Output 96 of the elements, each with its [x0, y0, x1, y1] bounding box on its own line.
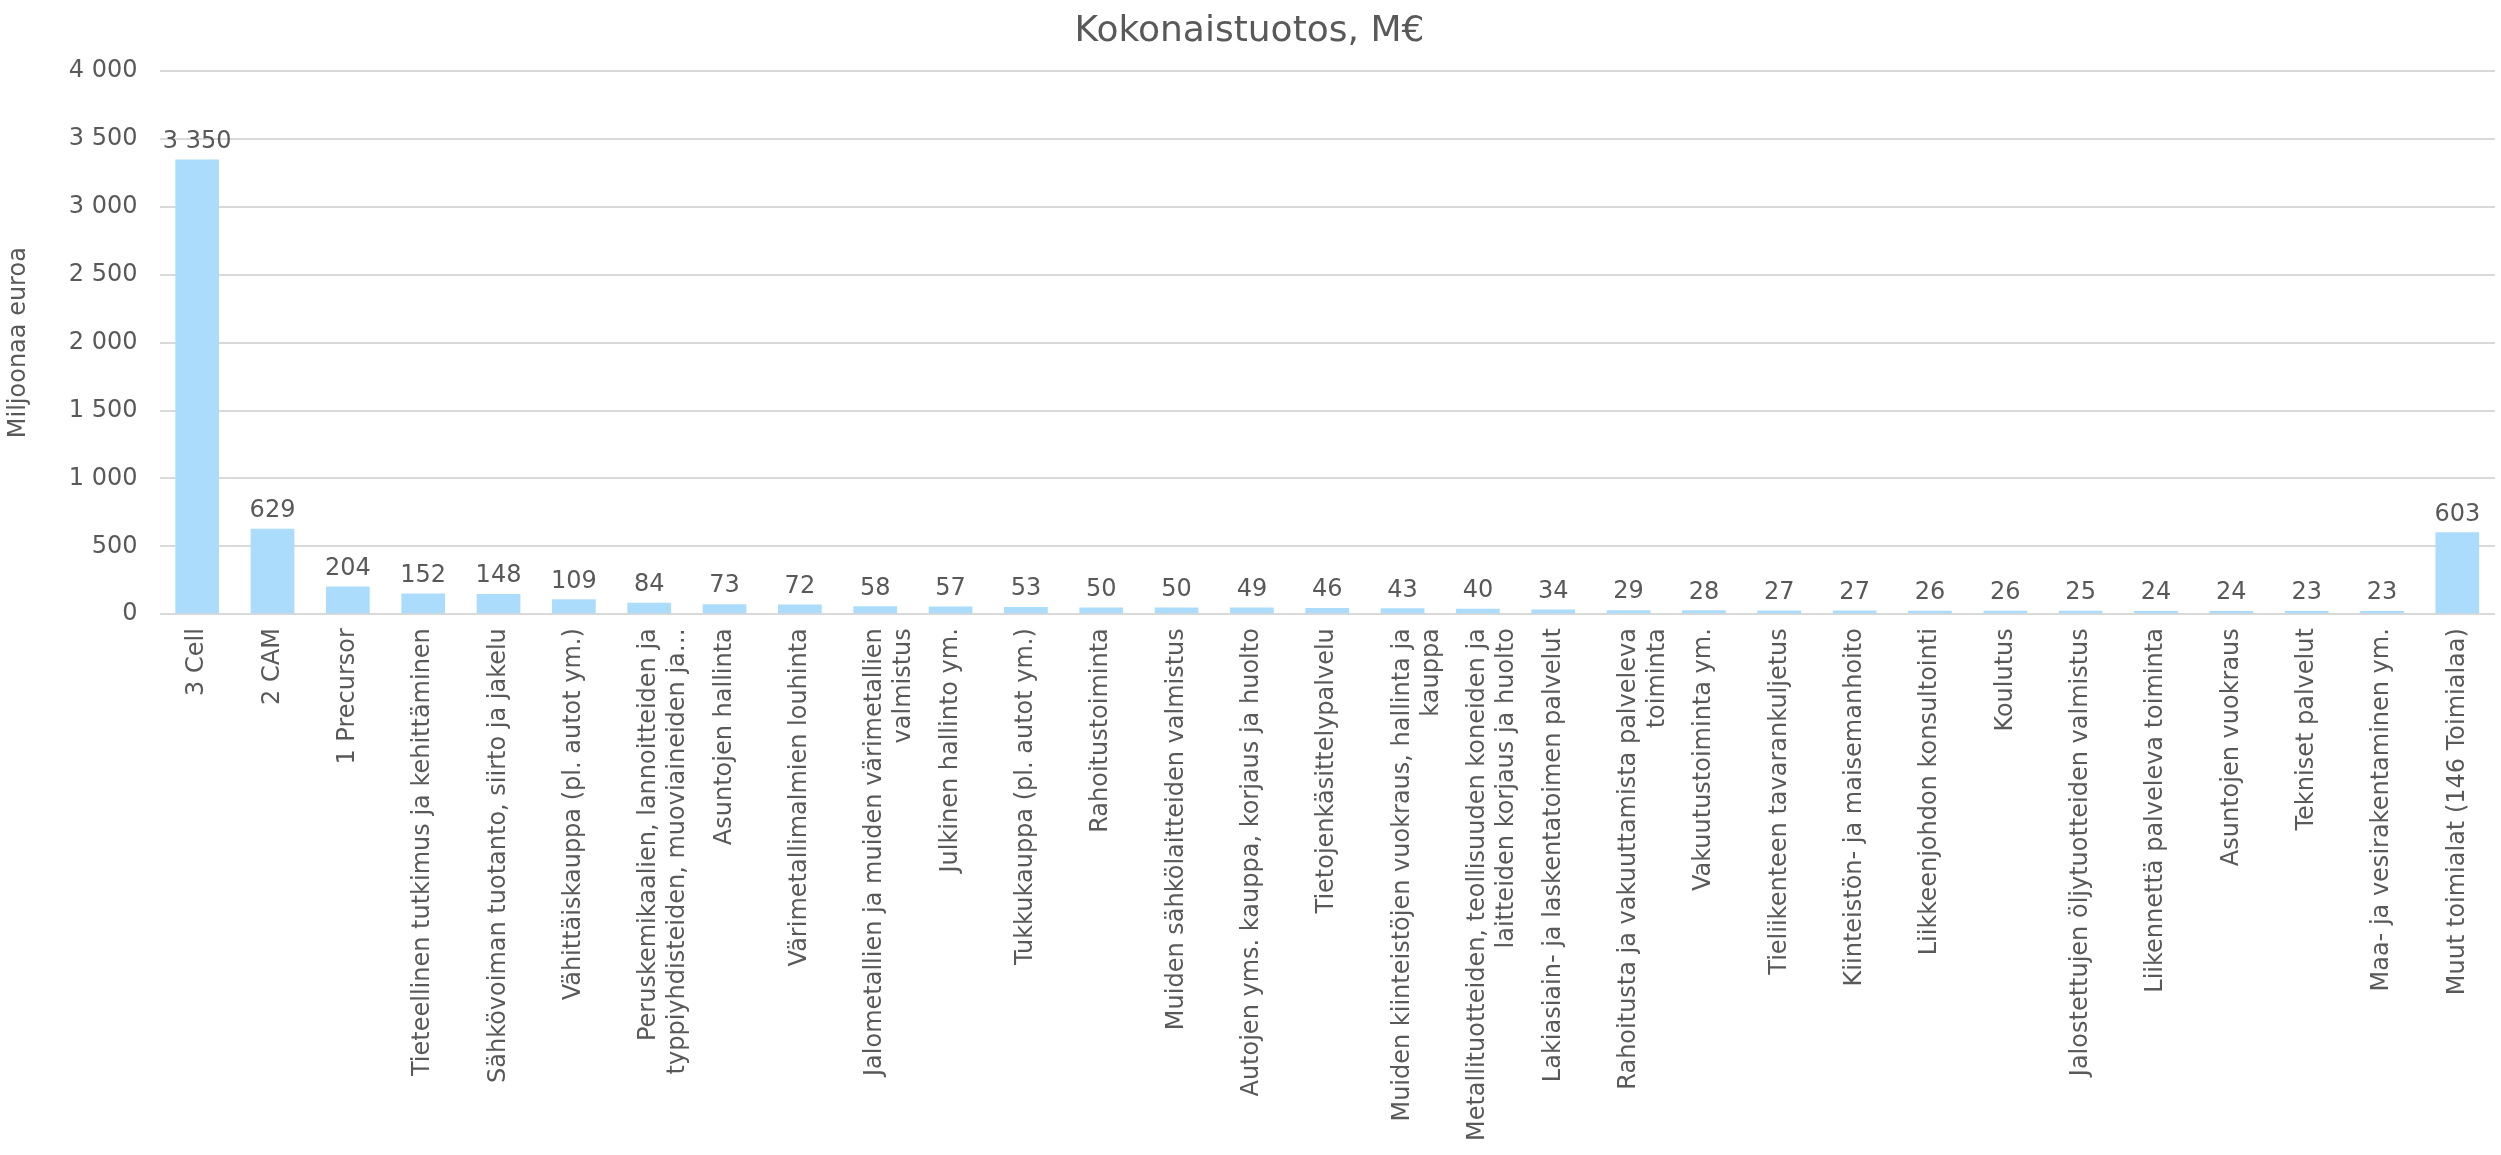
bar [1757, 610, 1802, 614]
x-tick-label: Vähittäiskauppa (pl. autot ym.) [558, 628, 587, 1001]
bar [1004, 606, 1048, 614]
data-label: 152 [400, 559, 447, 588]
data-label: 49 [1236, 573, 1268, 602]
data-label: 50 [1161, 573, 1192, 602]
data-label: 43 [1387, 574, 1418, 603]
x-tick-label: 3 Cell [181, 628, 210, 696]
data-label: 58 [859, 572, 891, 601]
x-tick-label: Peruskemikaalien, lannoitteiden ja typpiyhdisteiden, muoviaineiden ja… [633, 628, 691, 1075]
y-tick-label: 500 [91, 530, 138, 559]
bar [853, 606, 898, 614]
bar [1682, 610, 1726, 614]
data-label: 27 [1764, 576, 1795, 605]
x-tick-label: Tekniset palvelut [2290, 628, 2319, 832]
data-label: 40 [1462, 574, 1494, 603]
bar [476, 594, 521, 614]
x-tick-label: Tukkukauppa (pl. autot ym.) [1010, 628, 1039, 967]
data-label: 25 [2065, 577, 2096, 605]
x-tick-label: Liikkeenjohdon konsultointi [1914, 628, 1943, 956]
x-tick-label: Autojen yms. kauppa, korjaus ja huolto [1236, 628, 1265, 1097]
data-label: 26 [1990, 576, 2021, 605]
bar [175, 159, 220, 614]
data-label: 53 [1010, 573, 1042, 602]
bar [250, 528, 295, 614]
x-tick-label: Rahoitustoiminta [1085, 628, 1114, 833]
bar [702, 604, 747, 614]
data-label: 603 [2434, 498, 2481, 527]
data-label: 629 [249, 495, 296, 524]
data-label: 29 [1613, 576, 1644, 605]
data-label: 50 [1085, 573, 1117, 602]
y-tick-label: 2 500 [68, 259, 138, 288]
data-label: 204 [324, 552, 371, 581]
x-tick-label: Tieliikenteen tavarankuljetus [1763, 628, 1792, 976]
x-tick-label: Liikennettä palveleva toiminta [2140, 628, 2169, 993]
bar [1079, 607, 1124, 614]
data-label: 73 [709, 570, 740, 599]
x-tick-label: Maa- ja vesirakentaminen ym. [2366, 628, 2395, 992]
bar [778, 604, 822, 614]
data-label: 57 [935, 572, 966, 601]
bar [401, 593, 446, 614]
data-label: 3 350 [162, 125, 232, 154]
data-label: 109 [550, 565, 597, 594]
data-label: 46 [1311, 574, 1343, 603]
bar [552, 599, 596, 614]
bar [1154, 607, 1199, 614]
x-tick-label: Koulutus [1989, 628, 2018, 732]
bar [1380, 608, 1425, 614]
x-tick-label: Vakuutustoiminta ym. [1688, 628, 1717, 892]
y-tick-label: 3 000 [68, 191, 138, 220]
bar [2284, 611, 2329, 614]
x-tick-label: Asuntojen vuokraus [2215, 628, 2244, 867]
bar [2360, 611, 2404, 614]
y-tick-label: 0 [122, 598, 138, 627]
y-tick-label: 1 000 [68, 462, 138, 491]
x-tick-label: Värimetallimalmien louhinta [784, 628, 813, 967]
data-label: 148 [475, 560, 522, 589]
x-tick-label: Tieteellinen tutkimus ja kehittäminen [407, 628, 436, 1078]
x-tick-label: Sähkövoiman tuotanto, siirto ja jakelu [482, 628, 511, 1084]
x-tick-label: Muiden sähkölaitteiden valmistus [1160, 628, 1189, 1031]
y-tick-label: 3 500 [68, 123, 138, 152]
y-axis-title: Miljoonaa euroa [2, 247, 31, 439]
bar [2435, 532, 2480, 614]
y-tick-label: 4 000 [68, 55, 138, 84]
data-label: 23 [2291, 577, 2322, 606]
y-tick-label: 2 000 [68, 326, 138, 355]
y-tick-label: 1 500 [68, 394, 138, 423]
data-label: 24 [2140, 577, 2172, 606]
data-label: 84 [633, 569, 665, 597]
x-tick-label: Asuntojen hallinta [708, 628, 737, 846]
x-tick-label: 1 Precursor [332, 628, 361, 765]
x-tick-label: Lakiasiain- ja laskentatoimen palvelut [1537, 628, 1566, 1083]
data-label: 28 [1688, 576, 1720, 605]
bar [1305, 607, 1350, 614]
x-tick-label: Jalostettujen öljytuotteiden valmistus [2064, 628, 2093, 1079]
x-tick-label: 2 CAM [256, 628, 285, 705]
bar [627, 602, 672, 614]
x-tick-label: Tietojenkäsittelypalvelu [1311, 628, 1340, 915]
data-label: 24 [2216, 577, 2247, 606]
x-tick-label: Muiden kiinteistöjen vuokraus, hallinta ja kauppa [1386, 628, 1444, 1122]
data-label: 23 [2366, 577, 2398, 606]
bar [1456, 608, 1500, 614]
data-label: 26 [1914, 576, 1946, 605]
bar [928, 606, 973, 614]
bar [326, 586, 370, 614]
x-tick-label: Rahoitusta ja vakuuttamista palveleva toiminta [1612, 628, 1670, 1090]
x-tick-label: Muut toimialat (146 Toimialaa) [2441, 628, 2470, 996]
x-tick-label: Jalometallien ja muiden värimetallien valmistus [859, 628, 917, 1078]
bar [1832, 610, 1877, 614]
data-label: 27 [1839, 576, 1870, 605]
data-label: 72 [784, 570, 816, 599]
x-tick-label: Kiinteistön- ja maisemanhoito [1838, 628, 1867, 987]
chart-title: Kokonaistuotos, M€ [1074, 7, 1425, 49]
x-tick-label: Julkinen hallinto ym. [934, 628, 963, 875]
data-label: 34 [1538, 575, 1569, 604]
bar [1606, 610, 1651, 614]
